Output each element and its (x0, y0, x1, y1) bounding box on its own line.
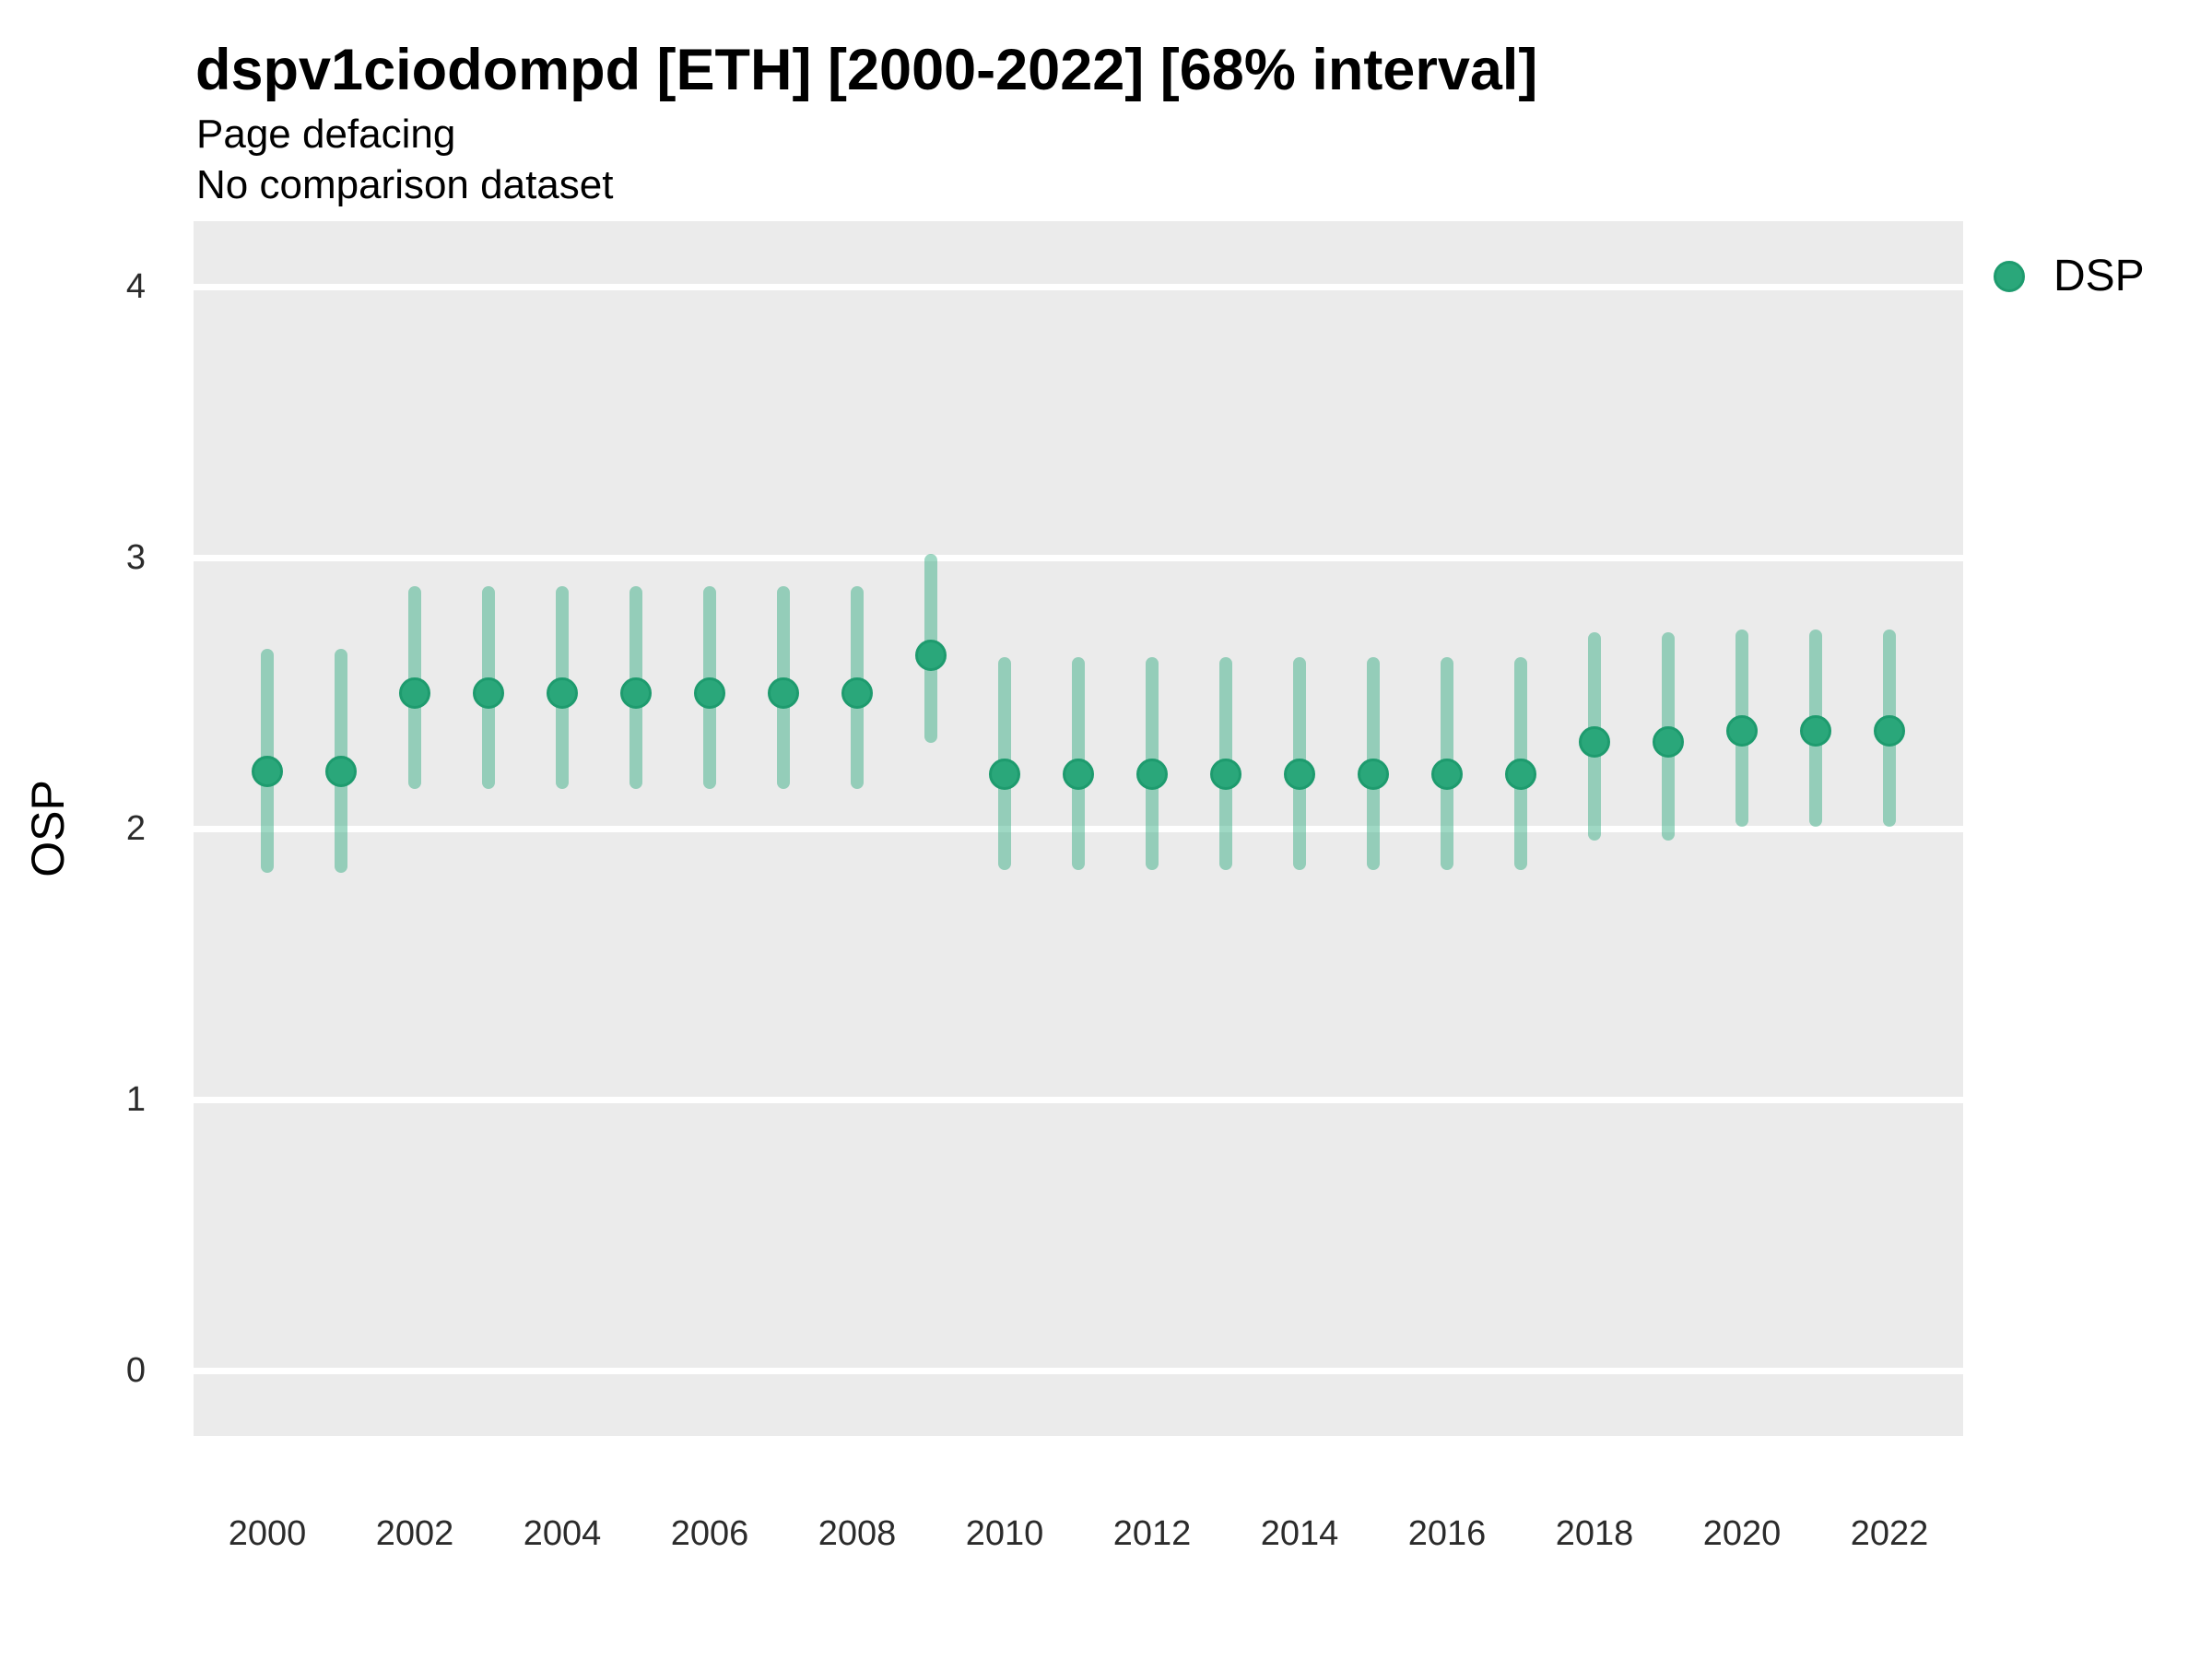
figure-note: No comparison dataset (196, 162, 614, 207)
data-point-2022 (1874, 715, 1905, 747)
data-point-2000 (252, 756, 283, 788)
data-point-2015 (1358, 759, 1389, 791)
data-point-2004 (547, 677, 578, 709)
data-point-2013 (1210, 759, 1241, 791)
data-point-2021 (1800, 715, 1831, 747)
data-point-2017 (1505, 759, 1536, 791)
data-point-2006 (694, 677, 725, 709)
x-tick-label-2016: 2016 (1407, 1514, 1487, 1553)
x-tick-label-2004: 2004 (523, 1514, 602, 1553)
data-point-2011 (1063, 759, 1094, 791)
x-tick-label-2020: 2020 (1702, 1514, 1782, 1553)
x-tick-label-2006: 2006 (670, 1514, 749, 1553)
data-point-2010 (989, 759, 1020, 791)
data-point-2020 (1726, 715, 1758, 747)
y-gridline-1 (194, 1096, 1963, 1103)
x-tick-label-2010: 2010 (965, 1514, 1044, 1553)
y-tick-label-1: 1 (125, 1080, 146, 1119)
x-tick-label-2008: 2008 (818, 1514, 897, 1553)
y-tick-label-0: 0 (125, 1351, 146, 1390)
x-tick-label-2002: 2002 (375, 1514, 454, 1553)
y-tick-label-2: 2 (125, 809, 146, 848)
x-tick-label-2022: 2022 (1850, 1514, 1929, 1553)
data-point-2018 (1579, 725, 1610, 758)
data-point-2009 (915, 639, 947, 671)
data-point-2014 (1284, 759, 1315, 791)
figure-subtitle: Page defacing (196, 112, 456, 157)
x-tick-label-2018: 2018 (1555, 1514, 1634, 1553)
data-point-2001 (325, 756, 357, 788)
y-gridline-3 (194, 554, 1963, 561)
plot-panel (194, 221, 1963, 1436)
legend-label-dsp: DSP (2053, 252, 2145, 300)
data-point-2012 (1136, 759, 1168, 791)
x-tick-label-2012: 2012 (1112, 1514, 1192, 1553)
data-point-2016 (1431, 759, 1463, 791)
y-tick-label-4: 4 (125, 267, 146, 306)
data-point-2005 (620, 677, 652, 709)
data-point-2007 (768, 677, 799, 709)
y-gridline-2 (194, 825, 1963, 832)
y-gridline-4 (194, 283, 1963, 290)
x-tick-label-2014: 2014 (1260, 1514, 1339, 1553)
data-point-2003 (473, 677, 504, 709)
y-gridline-0 (194, 1367, 1963, 1374)
x-tick-label-2000: 2000 (228, 1514, 307, 1553)
figure-title: dspv1ciodompd [ETH] [2000-2022] [68% int… (195, 38, 1538, 102)
data-point-2008 (841, 677, 873, 709)
data-point-2019 (1653, 725, 1684, 758)
y-tick-label-3: 3 (125, 538, 146, 577)
data-point-2002 (399, 677, 430, 709)
legend-swatch-dsp (1994, 261, 2025, 292)
